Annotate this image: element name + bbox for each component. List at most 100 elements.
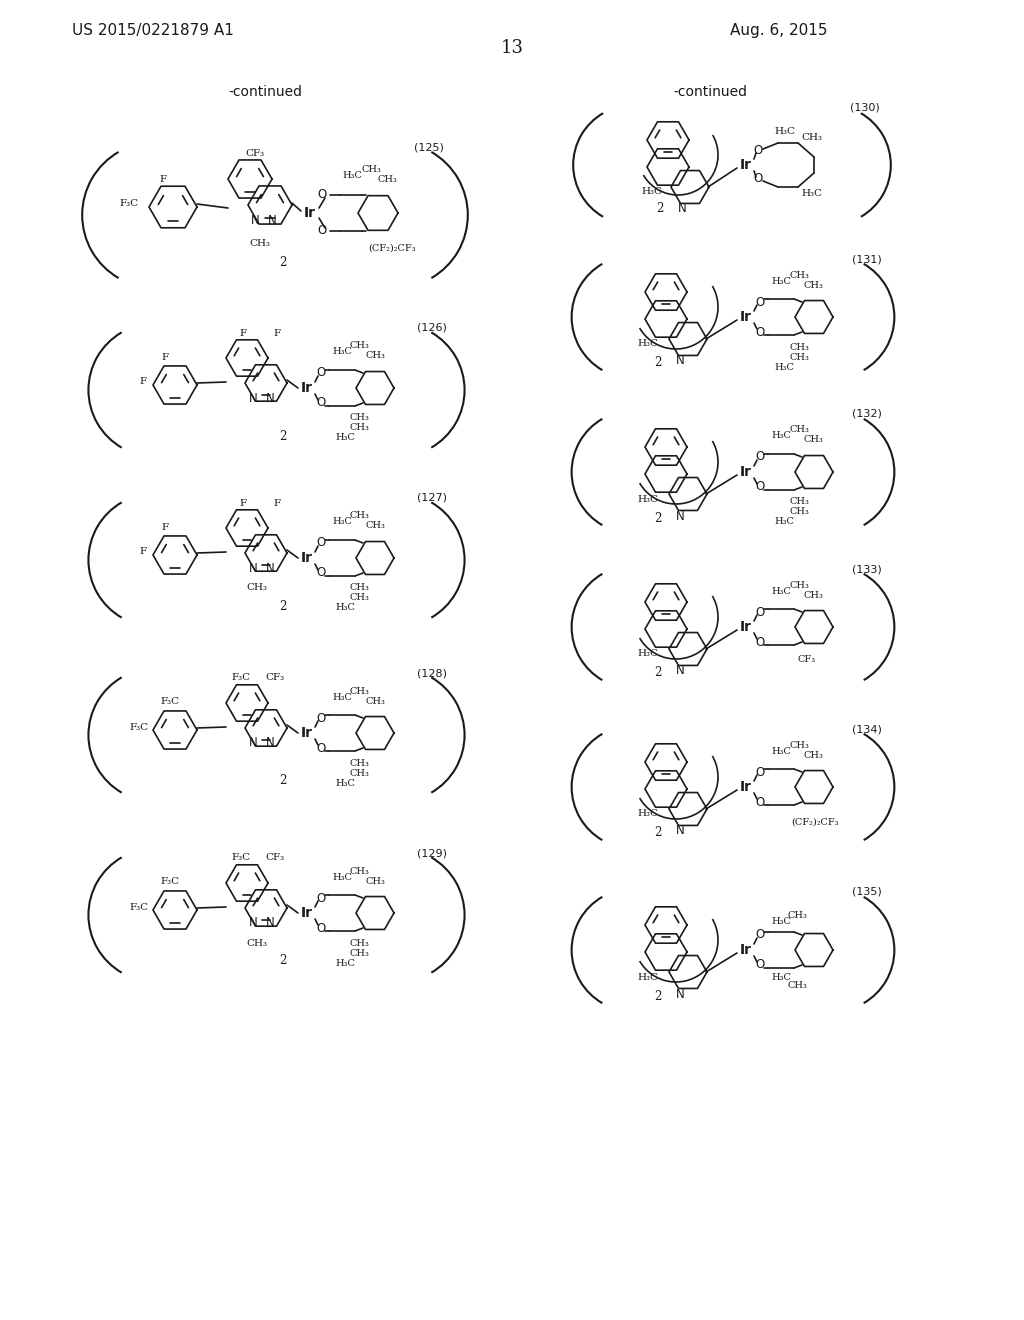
Text: F₃C: F₃C	[161, 878, 179, 887]
Text: N: N	[249, 737, 257, 750]
Text: CH₃: CH₃	[350, 583, 370, 593]
Text: Ir: Ir	[740, 942, 752, 957]
Text: CH₃: CH₃	[790, 352, 809, 362]
Text: F: F	[162, 523, 169, 532]
Text: CH₃: CH₃	[365, 351, 385, 360]
Text: F₃C: F₃C	[120, 199, 139, 209]
Text: N: N	[676, 355, 684, 367]
Text: -continued: -continued	[228, 84, 302, 99]
Text: O: O	[756, 326, 765, 338]
Text: F: F	[139, 548, 146, 557]
Text: O: O	[316, 566, 326, 579]
Text: N: N	[265, 916, 274, 929]
Text: CH₃: CH₃	[350, 939, 370, 948]
Text: H₃C: H₃C	[771, 974, 791, 982]
Text: (CF₂)₂CF₃: (CF₂)₂CF₃	[791, 817, 839, 826]
Text: H₃C: H₃C	[332, 517, 352, 527]
Text: 2: 2	[654, 667, 662, 680]
Text: F: F	[240, 329, 247, 338]
Text: N: N	[249, 916, 257, 929]
Text: CH₃: CH₃	[790, 425, 809, 434]
Text: N: N	[676, 510, 684, 523]
Text: Ir: Ir	[301, 550, 313, 565]
Text: (128): (128)	[417, 668, 447, 678]
Text: (129): (129)	[417, 847, 447, 858]
Text: CH₃: CH₃	[804, 436, 824, 445]
Text: CH₃: CH₃	[365, 876, 385, 886]
Text: H₃C: H₃C	[335, 958, 355, 968]
Text: O: O	[754, 144, 763, 157]
Text: CH₃: CH₃	[247, 583, 267, 593]
Text: CH₃: CH₃	[790, 507, 809, 516]
Text: F₃C: F₃C	[161, 697, 179, 706]
Text: Ir: Ir	[740, 465, 752, 479]
Text: H₃C: H₃C	[774, 127, 795, 136]
Text: O: O	[756, 296, 765, 309]
Text: O: O	[316, 921, 326, 935]
Text: CH₃: CH₃	[365, 697, 385, 705]
Text: CH₃: CH₃	[350, 768, 370, 777]
Text: H₃C: H₃C	[774, 363, 794, 371]
Text: CF₃: CF₃	[265, 673, 285, 682]
Text: Ir: Ir	[301, 906, 313, 920]
Text: CH₃: CH₃	[788, 911, 808, 920]
Text: H₃C: H₃C	[637, 495, 658, 503]
Text: O: O	[754, 173, 763, 186]
Text: CF₃: CF₃	[798, 655, 816, 664]
Text: CH₃: CH₃	[350, 511, 370, 520]
Text: F₃C: F₃C	[129, 722, 148, 731]
Text: O: O	[316, 536, 326, 549]
Text: CH₃: CH₃	[350, 759, 370, 767]
Text: CH₃: CH₃	[350, 866, 370, 875]
Text: CH₃: CH₃	[365, 521, 385, 531]
Text: CH₃: CH₃	[247, 939, 267, 948]
Text: CH₃: CH₃	[790, 581, 809, 590]
Text: 2: 2	[280, 954, 287, 968]
Text: F: F	[273, 329, 281, 338]
Text: N: N	[251, 214, 259, 227]
Text: CH₃: CH₃	[250, 239, 270, 248]
Text: H₃C: H₃C	[335, 433, 355, 442]
Text: 2: 2	[654, 511, 662, 524]
Text: CH₃: CH₃	[790, 342, 809, 351]
Text: CH₃: CH₃	[804, 751, 824, 759]
Text: F: F	[139, 378, 146, 387]
Text: H₃C: H₃C	[771, 432, 791, 441]
Text: (125): (125)	[414, 143, 443, 152]
Text: CH₃: CH₃	[801, 132, 822, 141]
Text: O: O	[316, 891, 326, 904]
Text: H₃C: H₃C	[637, 649, 658, 659]
Text: H₃C: H₃C	[771, 586, 791, 595]
Text: 2: 2	[654, 826, 662, 840]
Text: O: O	[756, 606, 765, 619]
Text: (126): (126)	[417, 323, 446, 333]
Text: (133): (133)	[852, 564, 882, 574]
Text: CH₃: CH₃	[362, 165, 382, 173]
Text: CF₃: CF₃	[246, 149, 264, 157]
Text: CH₃: CH₃	[788, 981, 808, 990]
Text: O: O	[756, 928, 765, 941]
Text: O: O	[756, 766, 765, 779]
Text: 13: 13	[501, 40, 523, 57]
Text: (130): (130)	[850, 103, 880, 114]
Text: CF₃: CF₃	[265, 854, 285, 862]
Text: US 2015/0221879 A1: US 2015/0221879 A1	[72, 22, 233, 37]
Text: 2: 2	[280, 256, 287, 269]
Text: O: O	[316, 367, 326, 380]
Text: O: O	[756, 480, 765, 494]
Text: H₃C: H₃C	[771, 917, 791, 927]
Text: CH₃: CH₃	[350, 594, 370, 602]
Text: H₃C: H₃C	[332, 873, 352, 882]
Text: (CF₂)₂CF₃: (CF₂)₂CF₃	[368, 243, 416, 252]
Text: 2: 2	[654, 356, 662, 370]
Text: F: F	[160, 174, 167, 183]
Text: O: O	[317, 189, 327, 202]
Text: Ir: Ir	[740, 780, 752, 795]
Text: F₃C: F₃C	[231, 854, 251, 862]
Text: H₃C: H₃C	[637, 809, 658, 818]
Text: F: F	[162, 352, 169, 362]
Text: N: N	[265, 392, 274, 404]
Text: -continued: -continued	[673, 84, 746, 99]
Text: CH₃: CH₃	[350, 424, 370, 433]
Text: N: N	[676, 664, 684, 677]
